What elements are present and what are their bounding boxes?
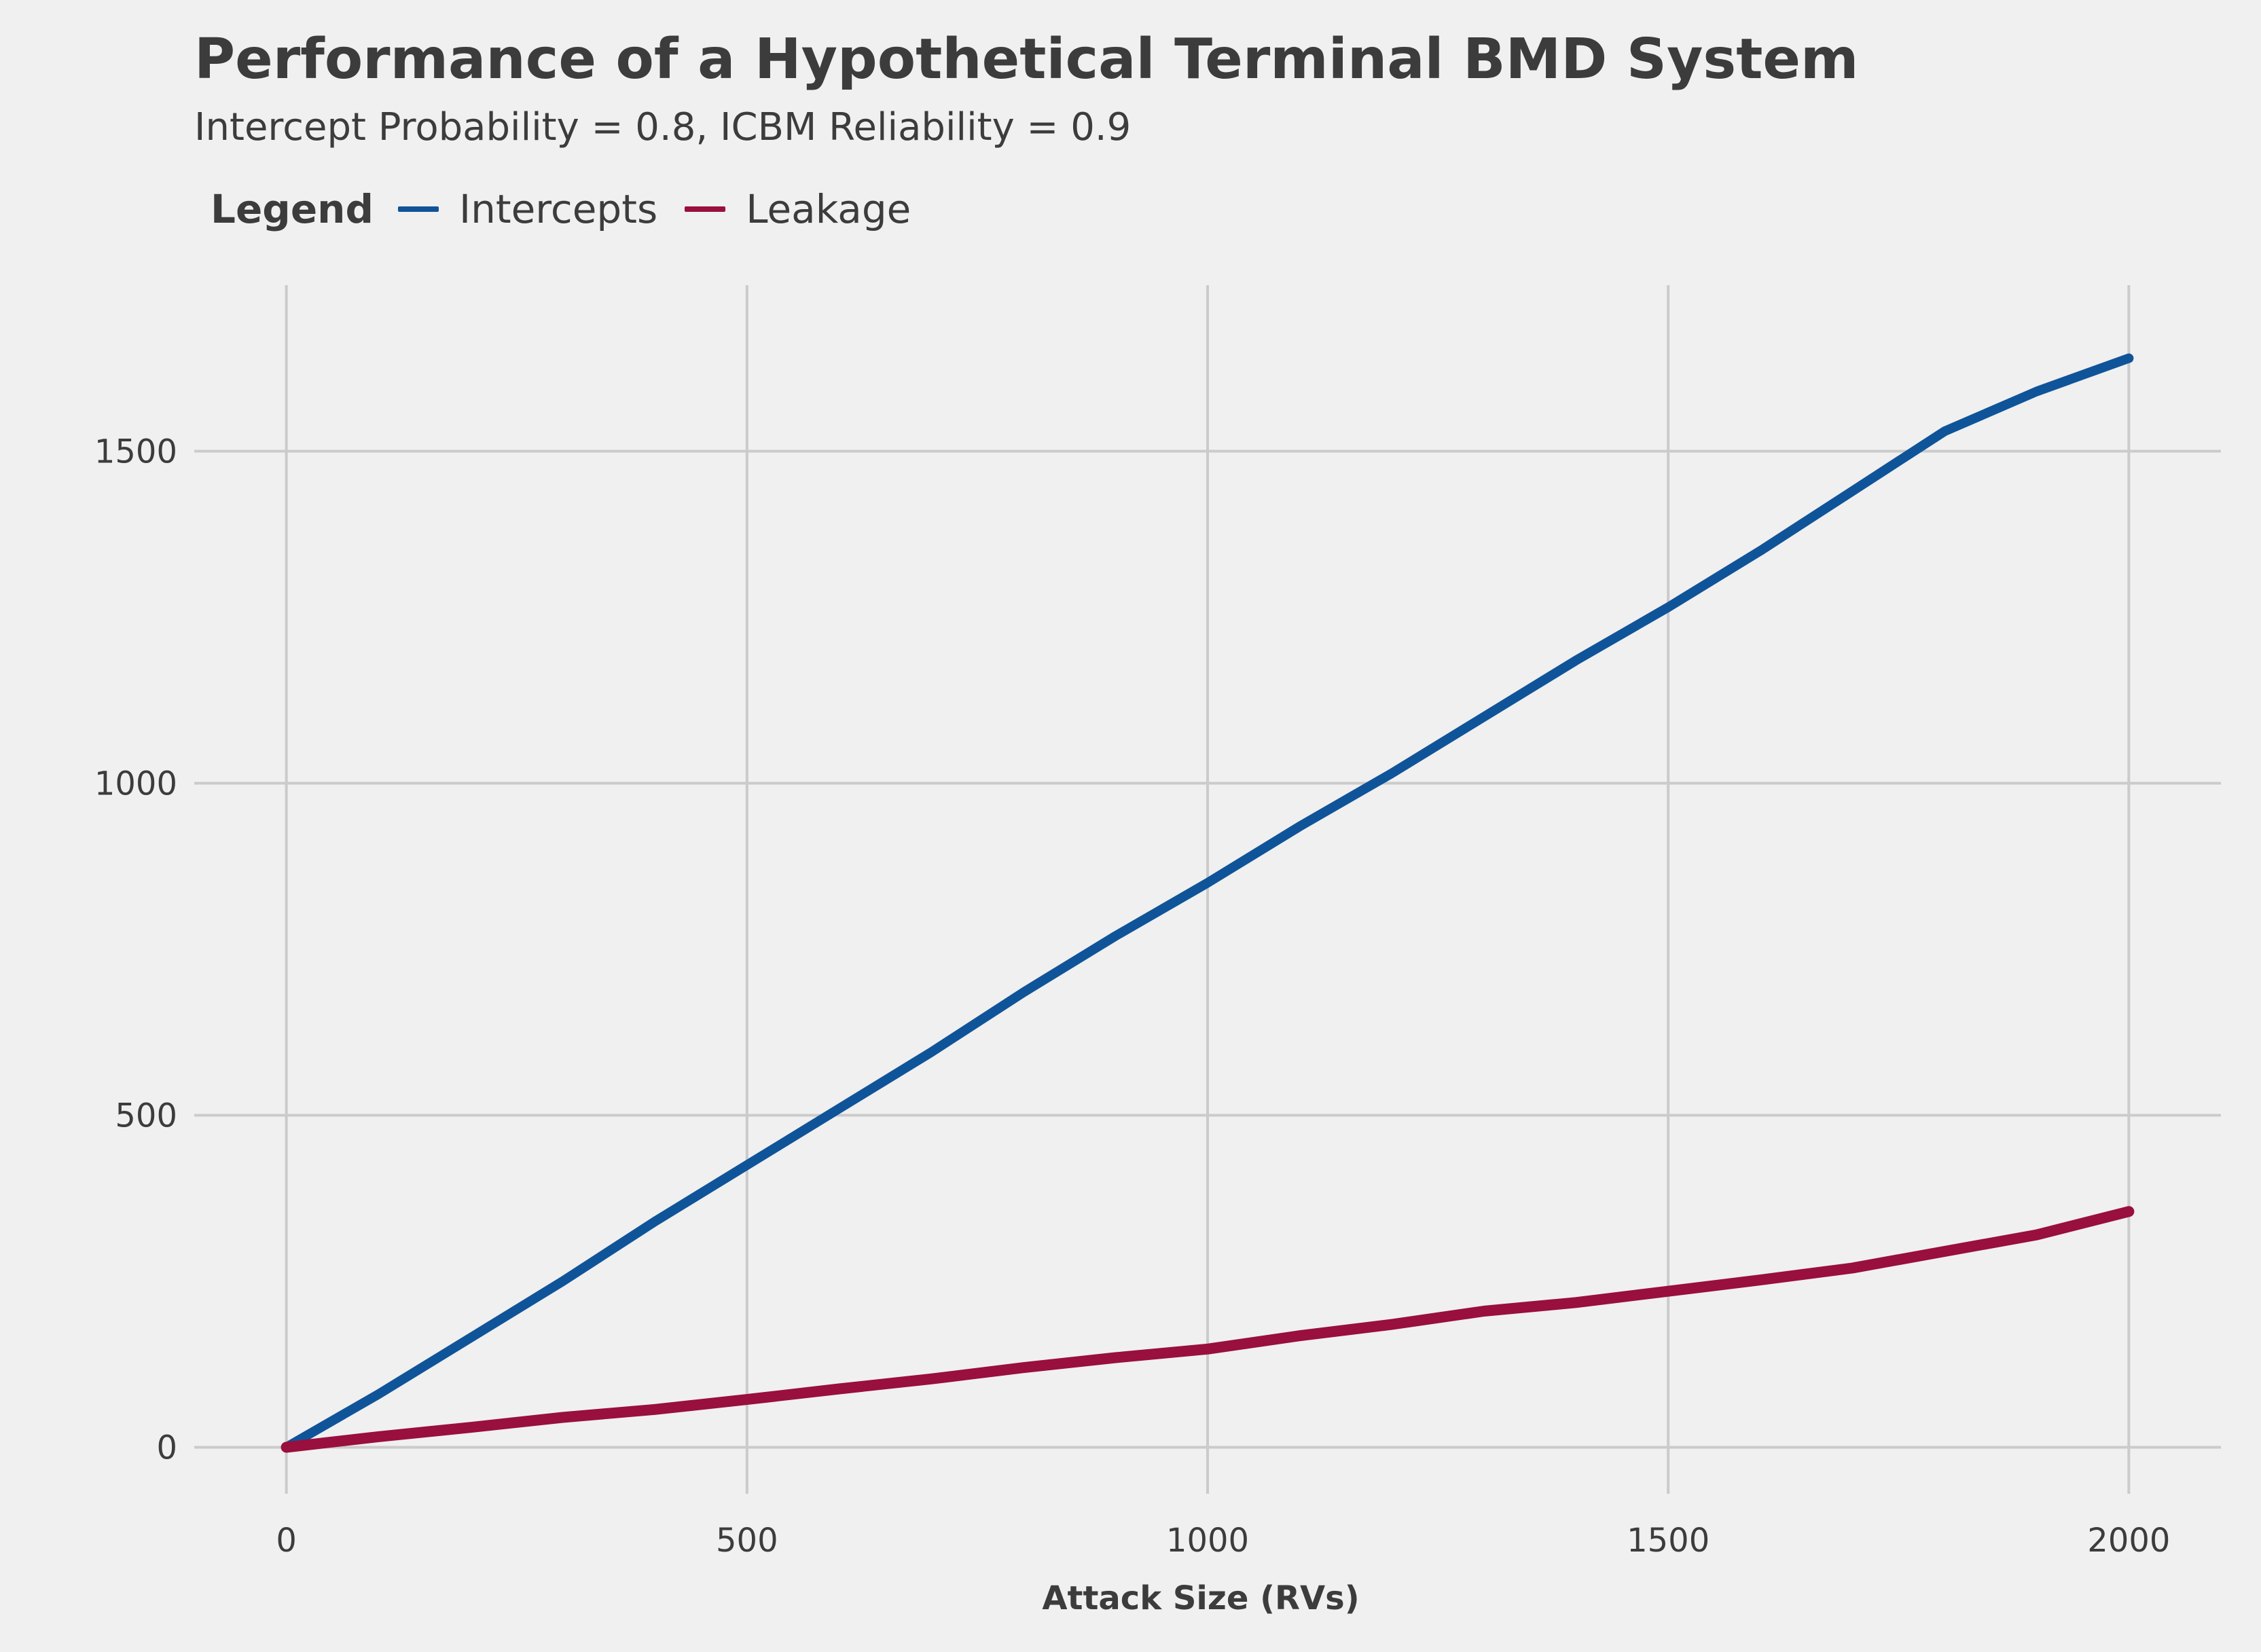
series-line-leakage	[281, 1206, 2135, 1453]
legend-item-leakage: Leakage	[685, 186, 911, 232]
x-tick-label: 1500	[1627, 1522, 1710, 1560]
legend-label-intercepts: Intercepts	[458, 186, 658, 232]
legend-swatch-leakage	[685, 206, 726, 212]
y-tick-label: 500	[115, 1097, 177, 1135]
y-tick-label: 1000	[94, 765, 177, 803]
series-line-intercepts	[281, 353, 2134, 1452]
x-tick-label: 500	[716, 1522, 778, 1560]
chart-title: Performance of a Hypothetical Terminal B…	[194, 27, 1859, 92]
x-tick-label: 2000	[2087, 1522, 2170, 1560]
legend-swatch-intercepts	[397, 206, 439, 212]
legend-item-intercepts: Intercepts	[397, 186, 658, 232]
y-tick-label: 0	[156, 1429, 177, 1467]
y-tick-label: 1500	[94, 433, 177, 471]
legend-title: Legend	[211, 186, 374, 232]
legend-label-leakage: Leakage	[746, 186, 911, 232]
legend: Legend Intercepts Leakage	[211, 182, 938, 236]
chart-subtitle: Intercept Probability = 0.8, ICBM Reliab…	[194, 105, 1132, 149]
x-tick-label: 1000	[1166, 1522, 1249, 1560]
x-axis-label: Attack Size (RVs)	[1042, 1579, 1359, 1617]
x-tick-label: 0	[276, 1522, 297, 1560]
